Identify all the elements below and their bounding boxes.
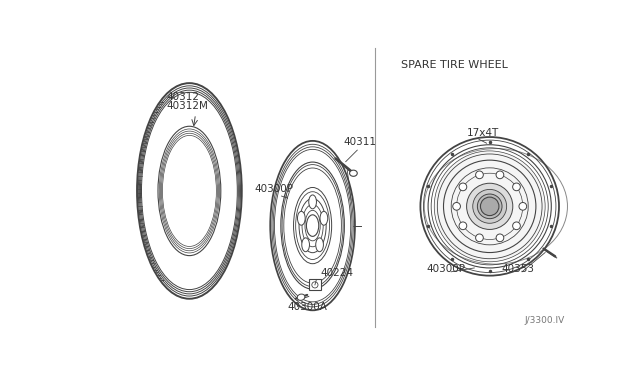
- Text: 40300A: 40300A: [287, 302, 327, 312]
- Text: 40312M: 40312M: [166, 100, 208, 110]
- Text: 40224: 40224: [320, 267, 353, 278]
- Ellipse shape: [316, 238, 323, 252]
- FancyBboxPatch shape: [308, 279, 321, 290]
- Ellipse shape: [298, 211, 305, 225]
- Ellipse shape: [459, 222, 467, 230]
- Ellipse shape: [320, 211, 328, 225]
- Ellipse shape: [519, 202, 527, 210]
- Ellipse shape: [467, 183, 513, 230]
- Ellipse shape: [307, 215, 319, 236]
- Ellipse shape: [476, 171, 483, 179]
- Text: 40312: 40312: [166, 92, 199, 102]
- Ellipse shape: [496, 171, 504, 179]
- Ellipse shape: [349, 170, 357, 176]
- Text: 40353: 40353: [501, 264, 534, 274]
- Text: 17x4T: 17x4T: [467, 128, 499, 138]
- Text: 40300P: 40300P: [427, 264, 465, 274]
- Text: 40300P: 40300P: [255, 185, 294, 195]
- Ellipse shape: [476, 234, 483, 242]
- Ellipse shape: [435, 151, 545, 262]
- Ellipse shape: [477, 194, 502, 219]
- Ellipse shape: [452, 202, 460, 210]
- Text: 40311: 40311: [344, 137, 376, 147]
- Ellipse shape: [308, 195, 316, 209]
- Ellipse shape: [496, 234, 504, 242]
- Ellipse shape: [513, 183, 520, 191]
- Ellipse shape: [302, 238, 310, 252]
- Ellipse shape: [481, 197, 499, 216]
- Ellipse shape: [473, 189, 507, 223]
- Ellipse shape: [297, 294, 305, 300]
- Text: SPARE TIRE WHEEL: SPARE TIRE WHEEL: [401, 60, 508, 70]
- Text: J/3300.IV: J/3300.IV: [525, 316, 565, 325]
- Ellipse shape: [459, 183, 467, 191]
- Ellipse shape: [513, 222, 520, 230]
